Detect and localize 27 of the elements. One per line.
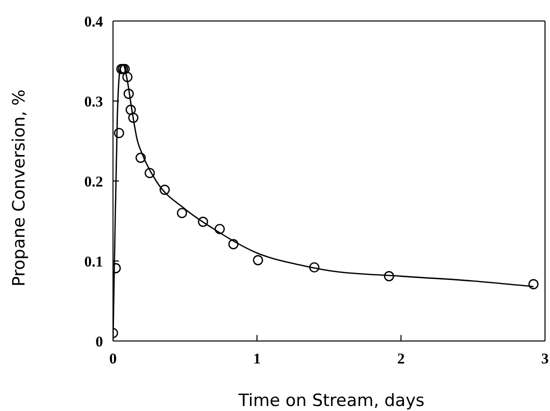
point — [160, 184, 170, 195]
y-axis-title: Propane Conversion, % — [10, 89, 30, 287]
point — [114, 128, 124, 138]
x-tick-label: 3 — [541, 352, 549, 368]
x-tick-label: 1 — [253, 352, 261, 368]
point — [136, 152, 146, 163]
point — [128, 112, 138, 123]
x-axis-title: Time on Stream, days — [237, 391, 426, 411]
point — [228, 239, 239, 250]
y-tick-label: 0.2 — [84, 174, 103, 190]
point — [528, 279, 539, 290]
point — [214, 224, 225, 234]
point — [144, 168, 155, 178]
point — [126, 104, 136, 115]
y-tick-label: 0.4 — [84, 14, 104, 30]
point — [124, 88, 134, 99]
y-tick-label: 0.1 — [84, 254, 103, 270]
point — [122, 72, 133, 82]
point — [384, 271, 394, 282]
point — [252, 255, 264, 266]
x-tick-label: 0 — [109, 352, 117, 368]
y-tick-label: 0 — [96, 334, 103, 350]
point — [309, 262, 320, 273]
y-tick-label: 0.3 — [84, 94, 103, 110]
point — [176, 208, 188, 218]
x-tick-label: 2 — [397, 352, 405, 368]
point — [198, 216, 208, 227]
